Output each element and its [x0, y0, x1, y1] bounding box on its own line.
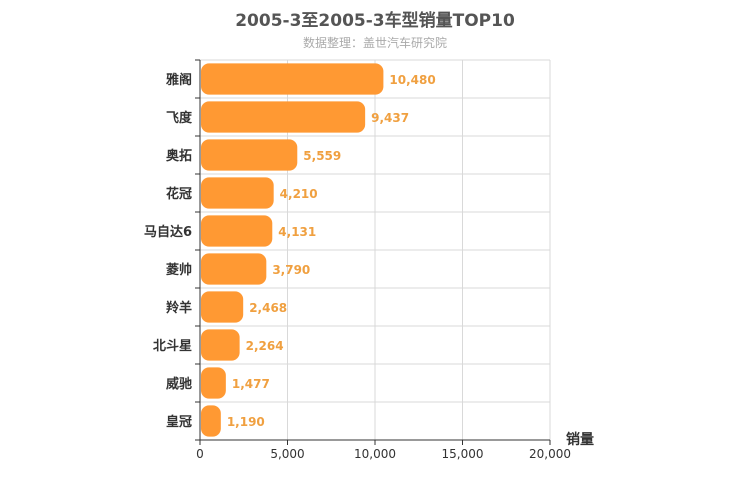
- bar: [201, 215, 273, 247]
- category-label: 奥拓: [166, 148, 192, 164]
- value-label: 9,437: [371, 111, 409, 125]
- value-label: 4,210: [280, 187, 318, 201]
- value-label: 1,477: [232, 377, 270, 391]
- value-label: 1,190: [227, 415, 265, 429]
- x-tick-label: 10,000: [354, 447, 396, 461]
- category-label: 威驰: [166, 376, 192, 392]
- bar: [201, 253, 267, 285]
- x-tick-label: 5,000: [270, 447, 304, 461]
- category-label: 花冠: [166, 186, 192, 202]
- bar: [201, 177, 274, 209]
- category-label: 雅阁: [166, 72, 192, 88]
- category-label: 皇冠: [166, 414, 192, 430]
- category-label: 羚羊: [166, 300, 192, 316]
- value-label: 2,264: [246, 339, 284, 353]
- bar: [201, 101, 366, 133]
- x-tick-label: 20,000: [529, 447, 571, 461]
- x-tick-label: 0: [196, 447, 204, 461]
- category-label: 菱帅: [166, 262, 192, 278]
- bar-layer: 10,480 9,437 5,559 4,210 4,131 3,790 2,468 2,26…: [201, 63, 436, 437]
- category-label: 飞度: [166, 110, 193, 126]
- x-tick-label: 15,000: [442, 447, 484, 461]
- bar: [201, 63, 384, 95]
- chart-subtitle: 数据整理：盖世汽车研究院: [302, 36, 447, 50]
- bar: [201, 139, 298, 171]
- value-label: 5,559: [303, 149, 341, 163]
- bar: [201, 291, 244, 323]
- category-label: 北斗星: [153, 339, 192, 354]
- x-axis-title: 销量: [566, 431, 594, 448]
- category-label: 马自达6: [144, 224, 192, 240]
- bar: [201, 329, 240, 361]
- value-label: 4,131: [278, 225, 316, 239]
- bar: [201, 405, 221, 437]
- value-label: 3,790: [272, 263, 310, 277]
- value-label: 2,468: [249, 301, 287, 315]
- value-label: 10,480: [389, 73, 435, 87]
- chart-title: 2005-3至2005-3车型销量TOP10: [235, 11, 515, 31]
- bar: [201, 367, 226, 399]
